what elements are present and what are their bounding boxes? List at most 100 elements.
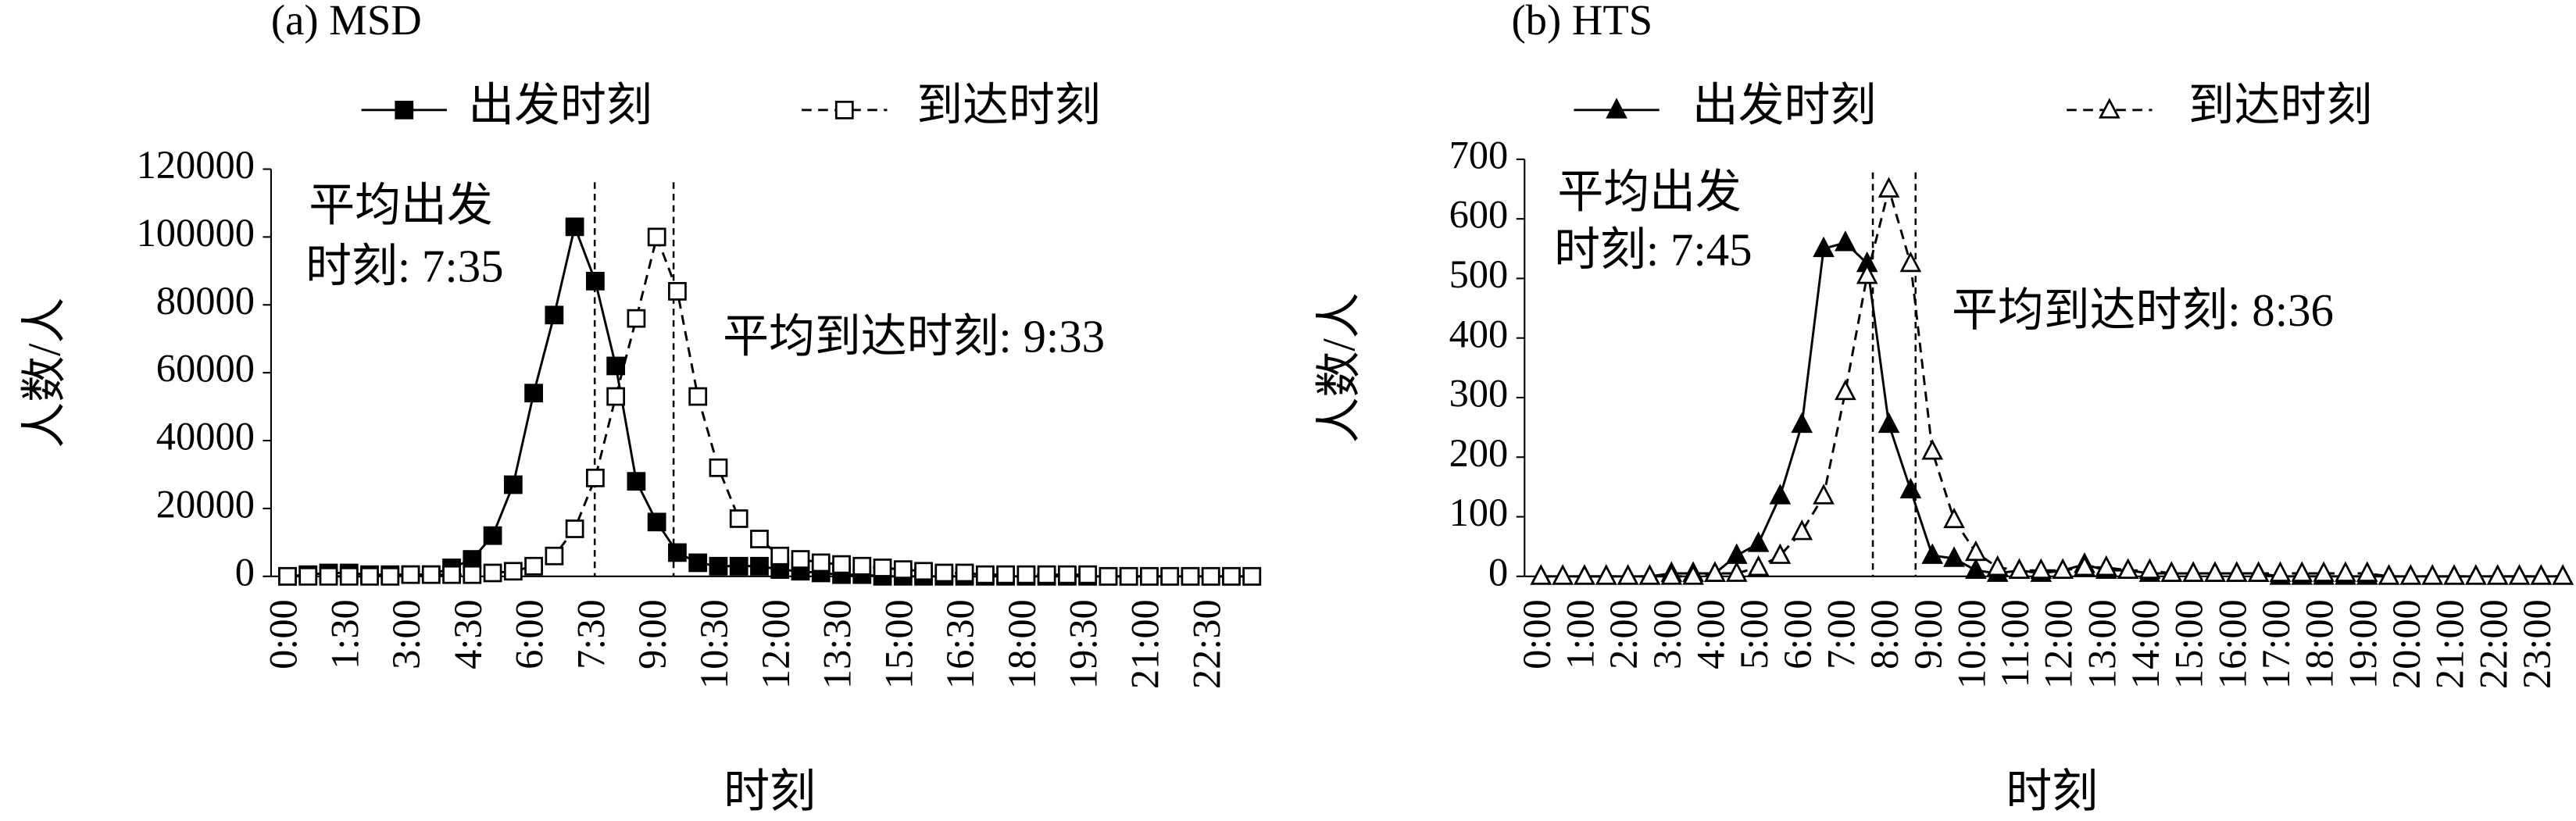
data-point: [401, 565, 420, 584]
data-point: [688, 553, 708, 573]
data-point: [2356, 561, 2378, 582]
data-point: [1965, 558, 1987, 580]
x-tick-label: 15:00: [877, 599, 920, 689]
y-tick-label: 20000: [156, 483, 255, 527]
y-axis-title: 人数/人: [20, 298, 70, 448]
x-tick-label: 5:00: [1732, 599, 1776, 669]
x-tick-label: 14:00: [2124, 599, 2167, 689]
x-tick-label: 7:30: [569, 599, 613, 669]
data-point: [1704, 561, 1726, 582]
data-point: [360, 566, 379, 586]
data-point: [1791, 519, 1813, 541]
data-point: [503, 475, 523, 494]
y-tick-label: 700: [1449, 133, 1509, 177]
x-axis-title: 时刻: [2006, 766, 2098, 817]
data-point: [811, 553, 831, 573]
data-point: [2508, 564, 2531, 585]
data-point: [1769, 484, 1792, 505]
x-tick-label: 0:00: [262, 599, 305, 669]
data-point: [524, 384, 543, 403]
data-point: [1222, 566, 1241, 586]
data-point: [2486, 564, 2509, 585]
data-point: [975, 565, 995, 584]
data-point: [2530, 564, 2553, 585]
legend-marker: [395, 100, 414, 120]
data-point: [1835, 230, 1856, 252]
x-axis-title: 时刻: [723, 766, 816, 817]
data-point: [2030, 558, 2053, 580]
data-point: [1530, 564, 1552, 585]
data-point: [729, 509, 749, 528]
data-point: [565, 217, 584, 237]
data-point: [545, 546, 564, 566]
x-tick-label: 18:00: [2298, 599, 2342, 689]
data-point: [2138, 558, 2161, 580]
data-point: [483, 526, 502, 545]
x-tick-label: 12:00: [2037, 599, 2081, 689]
data-point: [1078, 565, 1098, 584]
data-point: [647, 512, 666, 532]
data-point: [586, 271, 605, 291]
legend-marker: [834, 100, 854, 120]
data-point: [503, 562, 523, 581]
x-tick-label: 21:00: [1124, 599, 1167, 689]
data-point: [1638, 564, 1661, 585]
data-point: [1595, 564, 1617, 585]
y-tick-label: 600: [1449, 193, 1509, 237]
data-point: [2421, 564, 2444, 585]
data-point: [1943, 546, 1965, 567]
annotation: 平均到达时刻: 8:36: [1952, 285, 2334, 336]
data-point: [750, 530, 769, 548]
data-point: [934, 563, 954, 583]
y-tick-label: 400: [1449, 312, 1509, 355]
x-tick-label: 3:00: [1645, 599, 1689, 669]
x-tick-label: 4:00: [1689, 599, 1733, 669]
data-point: [1552, 564, 1574, 585]
data-point: [1682, 564, 1704, 585]
y-tick-label: 500: [1449, 252, 1509, 296]
data-point: [1181, 566, 1200, 586]
data-point: [893, 560, 913, 579]
y-tick-label: 40000: [156, 415, 255, 459]
data-point: [1856, 263, 1878, 284]
data-point: [647, 227, 666, 247]
data-point: [2074, 555, 2095, 576]
data-point: [298, 566, 318, 586]
data-point: [1813, 236, 1835, 258]
data-point: [1899, 251, 1922, 273]
data-point: [2008, 558, 2031, 580]
data-point: [1899, 477, 1922, 499]
x-tick-label: 16:00: [2210, 599, 2254, 689]
data-point: [2182, 561, 2204, 582]
legend-label: 到达时刻: [916, 80, 1100, 130]
data-point: [2052, 558, 2074, 580]
annotation: 平均出发: [309, 180, 492, 231]
data-point: [442, 565, 461, 584]
data-point: [2291, 561, 2313, 582]
data-point: [319, 566, 338, 586]
data-point: [2117, 558, 2139, 580]
data-point: [1617, 564, 1639, 585]
data-point: [709, 458, 728, 477]
y-tick-label: 100: [1449, 491, 1509, 534]
data-point: [2465, 564, 2487, 585]
x-tick-label: 2:00: [1602, 599, 1645, 669]
data-point: [278, 566, 297, 586]
data-point: [1921, 543, 1944, 564]
data-point: [627, 472, 646, 491]
annotation: 时刻: 7:35: [305, 241, 503, 291]
x-tick-label: 0:00: [1515, 599, 1559, 669]
data-point: [750, 556, 769, 576]
x-tick-label: 13:30: [816, 599, 859, 689]
data-point: [2160, 561, 2183, 582]
data-point: [1037, 565, 1056, 584]
y-tick-label: 0: [1488, 550, 1508, 594]
data-point: [1574, 564, 1595, 585]
x-tick-label: 7:00: [1819, 599, 1863, 669]
data-point: [2399, 564, 2422, 585]
data-point: [2313, 561, 2335, 582]
data-point: [1660, 564, 1683, 585]
data-point: [545, 305, 564, 325]
data-point: [832, 555, 851, 574]
